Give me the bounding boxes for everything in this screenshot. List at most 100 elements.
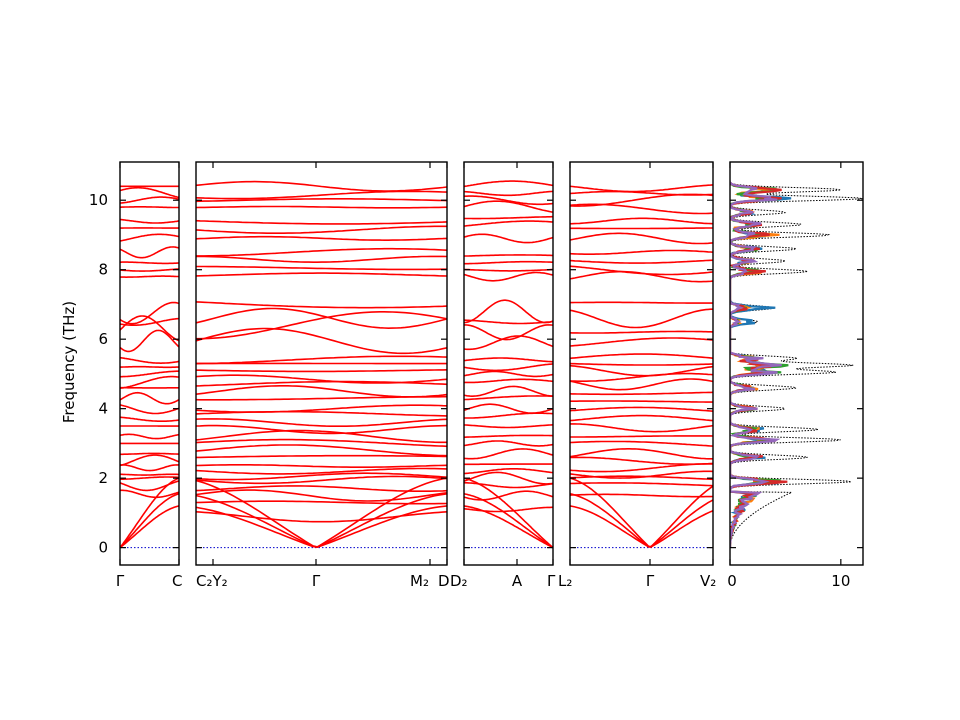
band-line xyxy=(120,391,179,405)
band-line xyxy=(464,378,553,384)
band-line xyxy=(120,268,179,272)
band-line xyxy=(464,370,553,378)
band-line xyxy=(196,265,447,271)
band-line xyxy=(120,317,179,326)
band-line xyxy=(120,365,179,369)
band-line xyxy=(120,275,179,278)
band-line xyxy=(464,190,553,197)
band-line xyxy=(196,485,447,492)
band-line xyxy=(570,265,713,276)
band-lines xyxy=(570,184,713,549)
dos-x-tick-label: 0 xyxy=(727,572,737,590)
band-line xyxy=(570,353,713,360)
band-line xyxy=(196,355,447,365)
band-line xyxy=(570,337,713,347)
band-line xyxy=(196,418,447,427)
band-line xyxy=(120,454,179,467)
band-line xyxy=(464,490,553,501)
band-line xyxy=(570,435,713,438)
band-line xyxy=(196,198,447,203)
band-line xyxy=(196,190,447,200)
dos-lines xyxy=(730,179,863,548)
band-line xyxy=(464,195,553,206)
kpoint-label: Γ xyxy=(312,572,321,590)
band-line xyxy=(120,433,179,440)
band-line xyxy=(464,233,553,244)
band-panel-3: D₂ A Γ xyxy=(450,161,556,590)
acoustic-branch xyxy=(464,477,553,549)
band-line xyxy=(120,416,179,422)
acoustic-branch xyxy=(570,477,713,548)
band-line xyxy=(196,235,447,241)
band-line xyxy=(570,470,713,479)
band-line xyxy=(120,301,179,325)
band-line xyxy=(570,190,713,196)
band-line xyxy=(464,385,553,397)
band-line xyxy=(196,272,447,277)
band-line xyxy=(196,464,447,468)
band-line xyxy=(464,319,553,325)
band-line xyxy=(570,364,713,377)
y-tick-label: 4 xyxy=(98,400,108,418)
band-line xyxy=(196,180,447,192)
dos-projected-line xyxy=(730,181,782,548)
band-line xyxy=(120,473,179,476)
kpoint-label: C₂Y₂ xyxy=(196,572,228,590)
band-line xyxy=(464,220,553,227)
band-line xyxy=(464,440,553,447)
band-line xyxy=(196,472,447,481)
dos-x-tick-label: 10 xyxy=(831,572,850,590)
band-line xyxy=(570,203,713,215)
kpoint-label: L₂ xyxy=(558,572,572,590)
band-line xyxy=(120,464,179,472)
band-line xyxy=(196,500,447,505)
band-line xyxy=(120,370,179,378)
acoustic-branch xyxy=(196,477,447,548)
band-lines xyxy=(464,180,553,549)
band-line xyxy=(120,476,179,480)
band-line xyxy=(196,404,447,413)
panel-frame xyxy=(119,161,180,566)
band-line xyxy=(120,196,179,204)
band-line xyxy=(196,255,447,263)
band-line xyxy=(196,311,447,340)
band-line xyxy=(464,357,553,363)
band-line xyxy=(464,412,553,419)
band-line xyxy=(464,260,553,265)
band-line xyxy=(464,403,553,414)
acoustic-branch xyxy=(570,505,713,548)
band-line xyxy=(196,467,447,475)
kpoint-label: D₂ xyxy=(450,572,468,590)
band-line xyxy=(570,378,713,391)
y-tick-label: 2 xyxy=(98,469,108,487)
band-line xyxy=(570,227,713,230)
band-line xyxy=(196,489,447,502)
band-line xyxy=(120,218,179,224)
band-line xyxy=(120,186,179,199)
band-line xyxy=(570,463,713,473)
y-tick-label: 6 xyxy=(98,330,108,348)
band-line xyxy=(120,206,179,209)
band-line xyxy=(464,324,553,341)
band-line xyxy=(570,372,713,382)
band-line xyxy=(196,247,447,257)
band-line xyxy=(464,180,553,188)
band-line xyxy=(464,268,553,272)
band-line xyxy=(464,299,553,324)
kpoint-label: V₂ xyxy=(700,572,716,590)
band-line xyxy=(196,374,447,384)
band-line xyxy=(464,215,553,220)
band-line xyxy=(570,448,713,460)
band-line xyxy=(464,335,553,351)
acoustic-branch xyxy=(120,505,179,549)
band-line xyxy=(570,391,713,396)
band-panel-1: 0 2 4 6 8 10 Γ C xyxy=(89,161,182,590)
kpoint-label: M₂ xyxy=(410,572,429,590)
band-line xyxy=(570,414,713,422)
band-line xyxy=(464,200,553,213)
y-axis-label: Frequency (THz) xyxy=(60,301,78,423)
band-line xyxy=(464,448,553,460)
band-line xyxy=(120,233,179,242)
band-line xyxy=(570,184,713,193)
